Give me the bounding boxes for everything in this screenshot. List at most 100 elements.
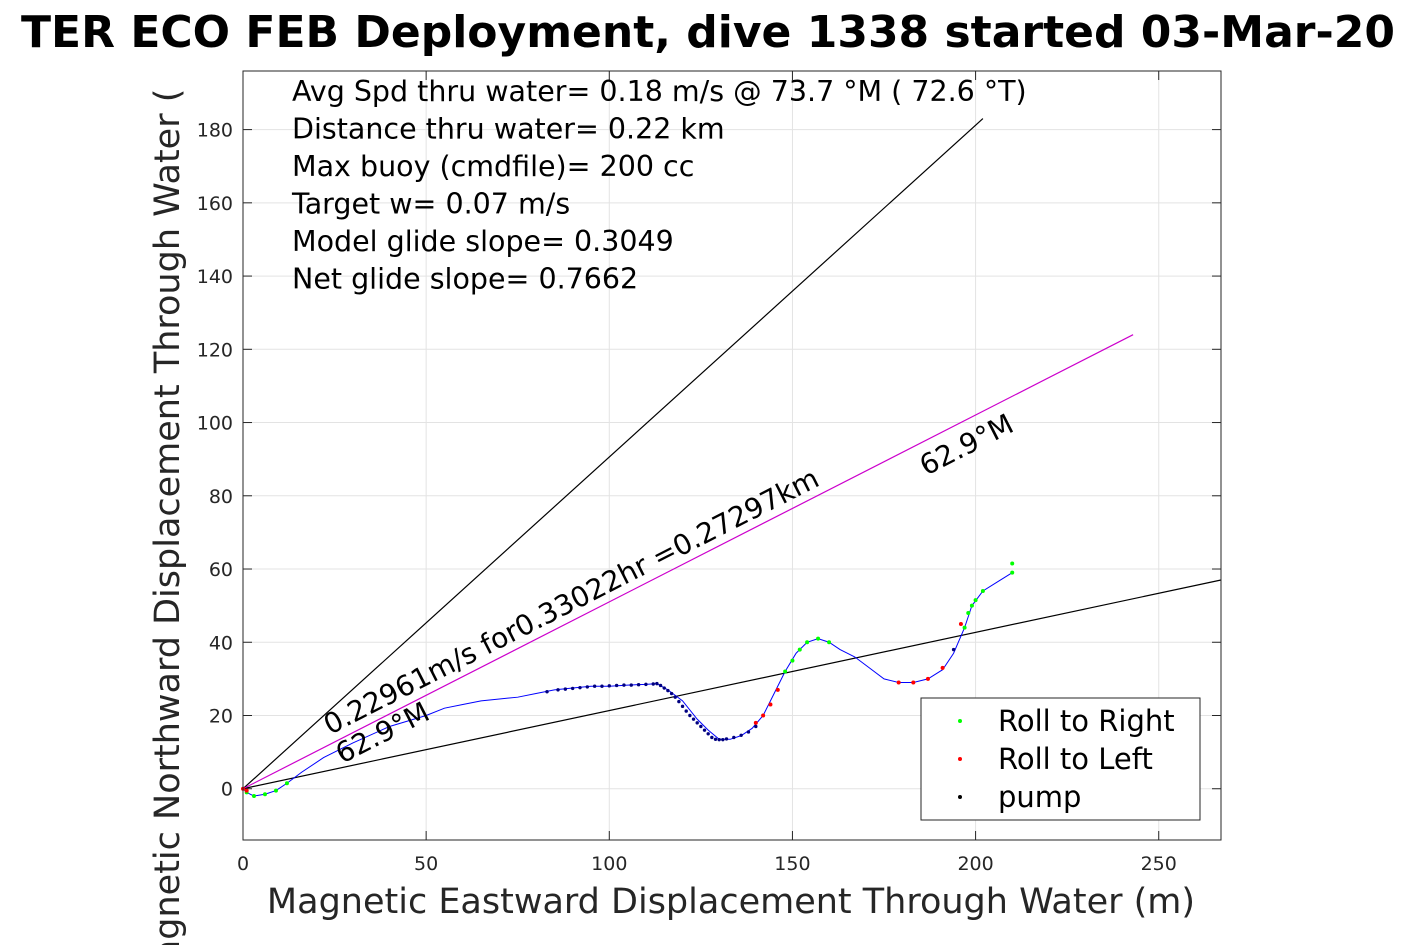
plot-frame [242, 70, 1222, 841]
y-axis-label: Magnetic Northward Displacement Through … [148, 89, 188, 945]
x-tick-label: 0 [237, 853, 249, 875]
legend-marker-pump [958, 795, 962, 799]
x-axis-label: Magnetic Eastward Displacement Through W… [267, 882, 1195, 922]
pump-point [622, 683, 626, 687]
pump-point [713, 737, 718, 741]
roll-left-point [911, 680, 916, 685]
pump-point [732, 735, 736, 740]
legend-label-pump: pump [998, 780, 1081, 814]
reference-line-1 [242, 579, 1222, 790]
pump-point [669, 691, 674, 696]
legend-label-roll-left: Roll to Left [998, 742, 1153, 776]
reference-line-2 [242, 334, 1134, 790]
roll-right-point [816, 636, 821, 641]
info-line: Max buoy (cmdfile)= 200 cc [292, 150, 694, 183]
pump-point [651, 682, 655, 686]
pump-point [673, 695, 677, 699]
roll-right-point [284, 781, 289, 786]
pump-point [614, 683, 619, 688]
pump-point [578, 685, 582, 690]
pump-point [563, 687, 568, 691]
roll-left-point [761, 713, 766, 718]
pump-point [629, 683, 633, 687]
x-tick-label: 100 [591, 853, 627, 875]
pump-point [721, 737, 725, 742]
pump-point [644, 682, 648, 687]
roll-right-point [805, 640, 810, 645]
pump-point [699, 724, 703, 729]
roll-left-point [958, 621, 963, 626]
info-line: Model glide slope= 0.3049 [292, 225, 674, 258]
roll-right-point [1010, 561, 1015, 566]
roll-right-point [966, 610, 971, 615]
pump-point [695, 721, 699, 725]
pump-point [666, 688, 670, 693]
pump-point [706, 732, 710, 736]
chart-title: TER ECO FEB Deployment, dive 1338 starte… [21, 7, 1395, 58]
pump-point [754, 724, 758, 729]
trajectory-lines [242, 572, 1013, 797]
roll-right-point [783, 669, 788, 674]
pump-point [658, 683, 663, 688]
roll-right-point [790, 658, 795, 663]
pump-point [677, 699, 681, 704]
pump-point [702, 728, 707, 732]
axis-ticks: 0 50 100 150 200 250 0 20 40 60 80 100 120 140 160 180 [197, 71, 1221, 875]
roll-left-point [753, 720, 758, 725]
pump-point [691, 717, 696, 721]
pump-point [746, 730, 751, 734]
pump-point [739, 733, 743, 737]
legend-marker-roll-left [958, 757, 962, 761]
info-line: Target w= 0.07 m/s [291, 188, 570, 221]
roll-right-point [827, 640, 832, 645]
pump-point [585, 685, 590, 689]
info-text-block: Avg Spd thru water= 0.18 m/s @ 73.7 °M (… [291, 75, 1027, 296]
roll-right-point [251, 794, 256, 799]
y-tick-label: 40 [209, 632, 233, 654]
reference-lines [242, 118, 1222, 790]
roll-right-point [797, 647, 802, 652]
legend-box [920, 697, 1201, 821]
pump-point [570, 686, 575, 691]
pump-point [556, 688, 560, 692]
roll-right-point [1010, 570, 1015, 575]
trajectory-line-0 [242, 572, 1013, 797]
pump-point [688, 713, 692, 718]
y-tick-label: 20 [209, 705, 233, 727]
roll-left-point [940, 665, 945, 670]
pump-point [636, 683, 641, 687]
info-line: Avg Spd thru water= 0.18 m/s @ 73.7 °M (… [292, 75, 1027, 108]
roll-left-point [768, 702, 773, 707]
y-tick-label: 60 [209, 559, 233, 581]
legend: Roll to Right Roll to Left pump [920, 697, 1201, 821]
info-line: Distance thru water= 0.22 km [292, 113, 725, 146]
grid-lines [242, 71, 1221, 840]
roll-left-point [775, 687, 780, 692]
y-tick-label: 140 [197, 266, 233, 288]
roll-left-point [896, 680, 901, 685]
info-line: Net glide slope= 0.7662 [292, 263, 638, 296]
marker-points [241, 561, 1015, 799]
pump-point [592, 684, 597, 688]
roll-right-point [262, 792, 267, 797]
roll-left-point [925, 676, 930, 681]
pump-point [724, 737, 729, 741]
roll-left-point [244, 788, 249, 793]
pump-point [607, 684, 611, 688]
y-tick-label: 160 [197, 193, 233, 215]
pump-point [600, 684, 604, 688]
pump-point [710, 735, 714, 740]
pump-point [545, 689, 549, 694]
pump-point [717, 737, 721, 742]
x-tick-label: 200 [957, 853, 993, 875]
legend-label-roll-right: Roll to Right [998, 704, 1175, 738]
reference-line-0 [242, 118, 984, 790]
roll-right-point [969, 603, 974, 608]
x-tick-label: 150 [774, 853, 810, 875]
roll-right-point [980, 588, 985, 593]
y-tick-label: 80 [209, 486, 233, 508]
pump-point [655, 681, 659, 686]
pump-point [951, 647, 956, 652]
roll-right-point [973, 598, 978, 603]
y-tick-label: 0 [221, 779, 233, 801]
